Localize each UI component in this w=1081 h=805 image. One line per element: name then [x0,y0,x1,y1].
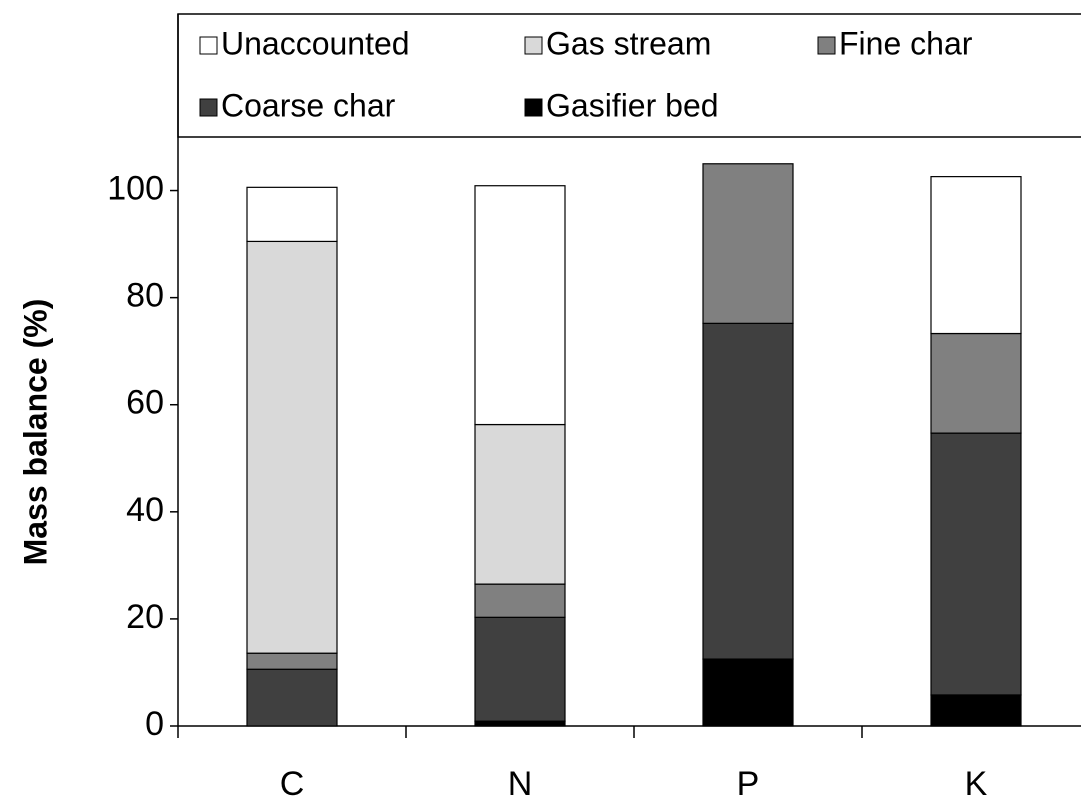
y-tick-label: 20 [126,598,164,636]
bar-segment [930,694,1022,727]
bar-segment [930,332,1022,434]
legend-swatch [817,36,836,55]
legend-swatch [199,98,218,117]
bar-segment [930,176,1022,335]
bar-segment [246,240,338,654]
y-tick-label: 100 [107,170,164,208]
legend-swatch [199,36,218,55]
legend-label: Coarse char [221,87,396,123]
y-tick-label: 40 [126,491,164,529]
legend-label: Fine char [839,25,973,61]
bar-segment [246,668,338,727]
y-tick-label: 80 [126,277,164,315]
y-tick-label: 0 [145,705,164,743]
bar-segment [930,432,1022,696]
legend-box [177,13,1081,138]
bar-segment [246,186,338,243]
y-axis-label: Mass balance (%) [17,299,53,566]
bar-segment [474,616,566,722]
legend-label: Gasifier bed [546,87,719,123]
bar-segment [702,658,794,727]
legend-label: Unaccounted [221,25,410,61]
bar-segment [474,423,566,585]
x-tick-label: C [280,765,305,803]
bar-segment [246,652,338,670]
bar-segment [702,163,794,324]
bar-segment [474,720,566,727]
bar-segment [702,322,794,660]
legend-swatch [524,98,543,117]
x-tick-label: P [737,765,760,803]
legend-label: Gas stream [546,25,711,61]
x-tick-label: N [508,765,533,803]
y-tick-label: 60 [126,384,164,422]
bar-segment [474,583,566,618]
legend-swatch [524,36,543,55]
x-tick-label: K [965,765,988,803]
bar-segment [474,185,566,426]
